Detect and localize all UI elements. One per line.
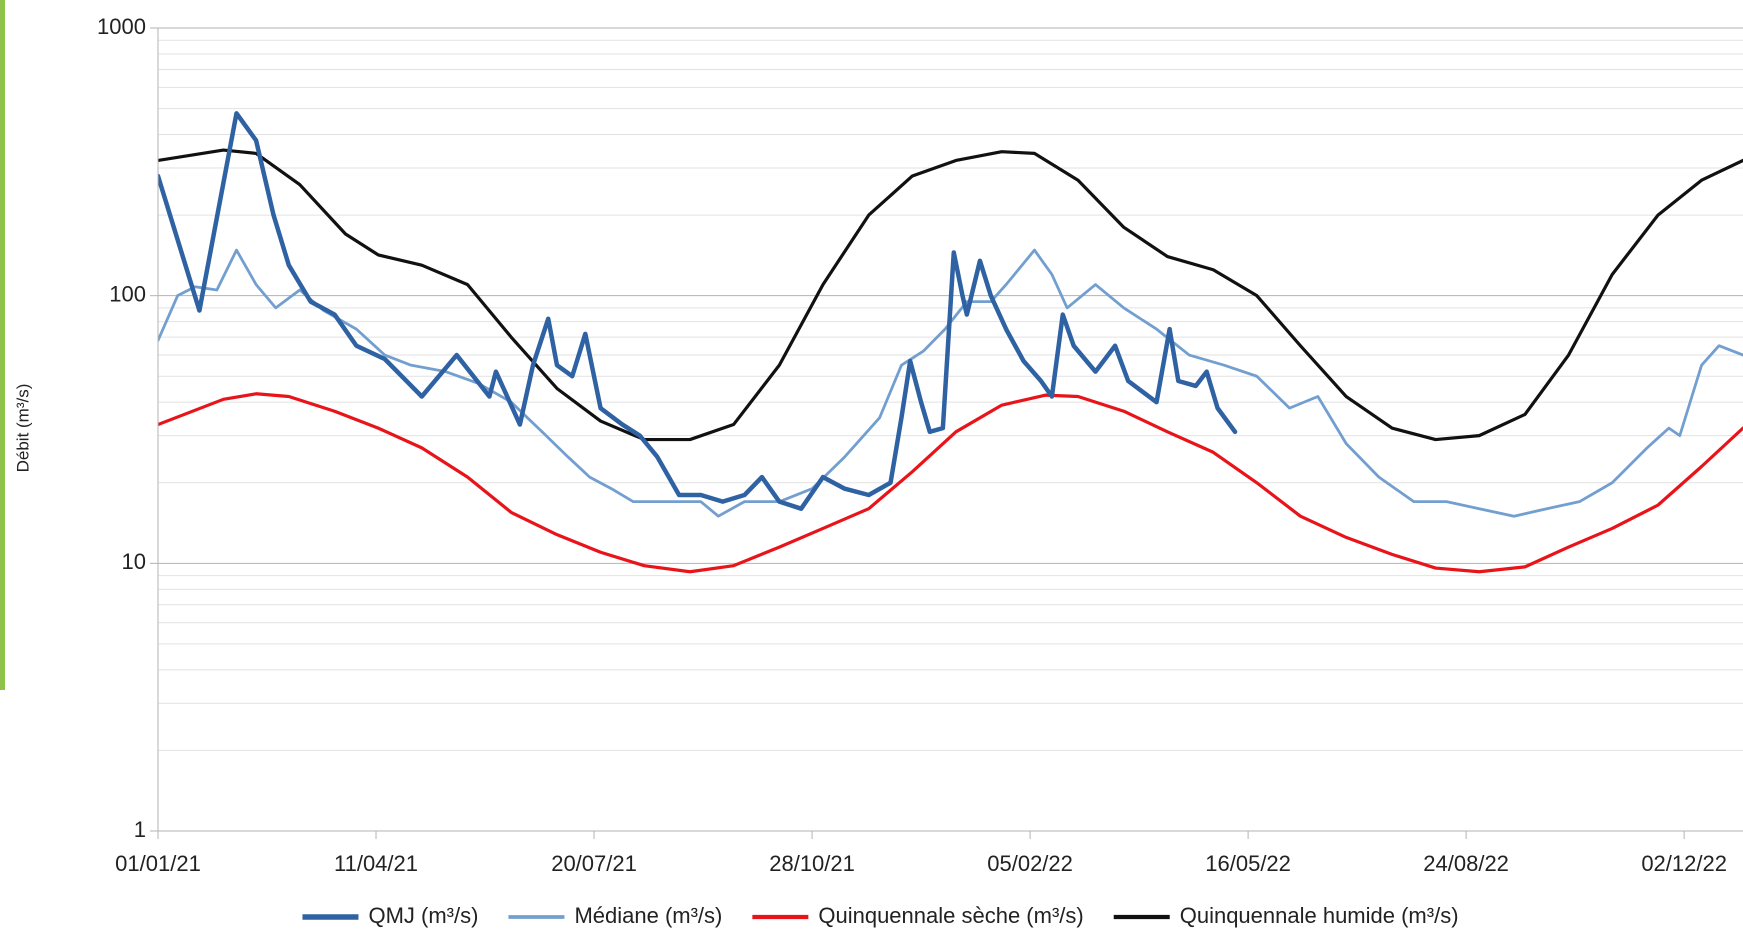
legend-item: Médiane (m³/s) <box>508 903 722 928</box>
x-tick-label: 02/12/22 <box>1641 851 1727 876</box>
legend: QMJ (m³/s) Médiane (m³/s) Quinquennale sèc… <box>302 903 1459 928</box>
axes: 1 10 100 1000 01/01/21 11/04/21 20/07/21 28/10/… <box>97 14 1743 876</box>
x-tick-label: 01/01/21 <box>115 851 201 876</box>
legend-label: Quinquennale sèche (m³/s) <box>818 903 1083 928</box>
y-axis-label: Débit (m³/s) <box>13 384 32 473</box>
x-tick-label: 16/05/22 <box>1205 851 1291 876</box>
series-line <box>158 148 1743 442</box>
y-tick-label: 10 <box>122 549 146 574</box>
legend-item: Quinquennale sèche (m³/s) <box>752 903 1084 928</box>
legend-item: QMJ (m³/s) <box>302 903 478 928</box>
side-accent <box>0 0 5 690</box>
y-tick-label: 1 <box>134 817 146 842</box>
legend-label: Quinquennale humide (m³/s) <box>1180 903 1459 928</box>
series-line <box>158 392 1743 574</box>
legend-label: QMJ (m³/s) <box>368 903 478 928</box>
x-tick-label: 28/10/21 <box>769 851 855 876</box>
x-tick-label: 05/02/22 <box>987 851 1073 876</box>
grid <box>158 27 1743 832</box>
y-tick-label: 100 <box>109 281 146 306</box>
plot-area <box>158 111 1743 574</box>
series-line <box>158 248 1743 518</box>
series-line <box>158 111 1238 511</box>
x-tick-label: 24/08/22 <box>1423 851 1509 876</box>
y-tick-label: 1000 <box>97 14 146 39</box>
x-tick-label: 11/04/21 <box>334 851 418 876</box>
legend-item: Quinquennale humide (m³/s) <box>1113 903 1459 928</box>
x-tick-label: 20/07/21 <box>551 851 637 876</box>
legend-label: Médiane (m³/s) <box>574 903 722 928</box>
